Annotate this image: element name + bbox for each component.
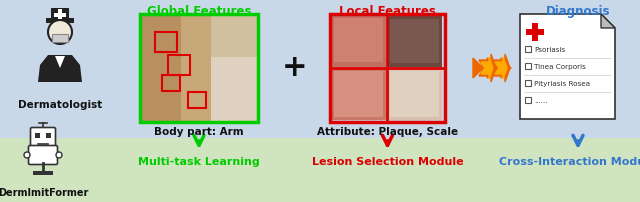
- Text: Local Features: Local Features: [339, 5, 436, 18]
- Bar: [390, 19, 439, 63]
- Bar: [140, 14, 258, 122]
- Polygon shape: [501, 58, 511, 78]
- Text: Global Features: Global Features: [147, 5, 252, 18]
- FancyBboxPatch shape: [31, 127, 56, 146]
- Bar: [332, 16, 386, 67]
- Circle shape: [56, 152, 62, 158]
- Bar: [35, 133, 40, 138]
- Bar: [526, 29, 544, 35]
- Bar: [532, 23, 538, 41]
- Polygon shape: [473, 58, 483, 78]
- Polygon shape: [493, 54, 510, 82]
- Bar: [334, 71, 383, 117]
- Polygon shape: [601, 14, 615, 28]
- Bar: [58, 9, 62, 19]
- Bar: [332, 69, 386, 120]
- Polygon shape: [481, 57, 493, 79]
- Bar: [155, 32, 177, 52]
- Bar: [52, 34, 68, 42]
- Bar: [388, 69, 442, 120]
- Text: Psoriasis: Psoriasis: [534, 47, 565, 53]
- Bar: [211, 57, 258, 122]
- Bar: [54, 13, 66, 17]
- Circle shape: [24, 152, 30, 158]
- FancyBboxPatch shape: [29, 145, 58, 164]
- Bar: [46, 18, 74, 23]
- Bar: [46, 133, 51, 138]
- Circle shape: [48, 20, 72, 44]
- Bar: [525, 46, 531, 52]
- Polygon shape: [479, 54, 496, 82]
- Bar: [140, 14, 258, 122]
- Bar: [33, 171, 53, 175]
- Bar: [390, 71, 439, 117]
- Polygon shape: [520, 14, 615, 119]
- Text: Attribute: Plaque, Scale: Attribute: Plaque, Scale: [317, 127, 458, 137]
- Bar: [51, 8, 69, 20]
- Text: Lesion Selection Module: Lesion Selection Module: [312, 157, 463, 167]
- Bar: [525, 97, 531, 103]
- Bar: [162, 75, 180, 91]
- Bar: [525, 80, 531, 86]
- Bar: [334, 18, 383, 62]
- Bar: [140, 14, 181, 122]
- Bar: [211, 14, 258, 122]
- Text: Pityriasis Rosea: Pityriasis Rosea: [534, 81, 590, 87]
- Bar: [330, 14, 445, 122]
- Polygon shape: [495, 57, 507, 79]
- Bar: [0, 138, 640, 202]
- Text: Body part: Arm: Body part: Arm: [154, 127, 244, 137]
- Text: Dermatologist: Dermatologist: [18, 100, 102, 110]
- Bar: [0, 0, 640, 138]
- Bar: [388, 16, 442, 67]
- Bar: [525, 63, 531, 69]
- Polygon shape: [55, 56, 65, 68]
- Text: Diagnosis: Diagnosis: [546, 5, 611, 18]
- Bar: [168, 55, 190, 75]
- Text: Tinea Corporis: Tinea Corporis: [534, 64, 586, 70]
- Text: Cross-Interaction Module: Cross-Interaction Module: [499, 157, 640, 167]
- Polygon shape: [487, 58, 497, 78]
- Text: ......: ......: [534, 98, 547, 104]
- Text: +: +: [282, 54, 308, 82]
- Polygon shape: [38, 55, 82, 82]
- Text: Multi-task Learning: Multi-task Learning: [138, 157, 260, 167]
- Text: DermImitFormer: DermImitFormer: [0, 188, 88, 198]
- Bar: [188, 92, 206, 108]
